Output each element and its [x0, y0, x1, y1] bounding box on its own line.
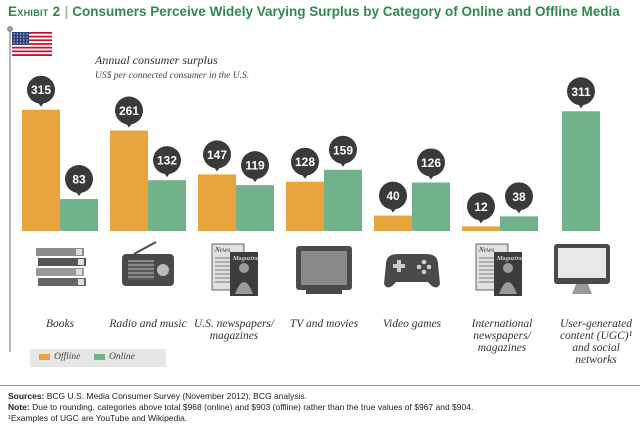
- bar-online-1: [60, 199, 98, 231]
- chart-title: Annual consumer surplus: [94, 53, 218, 67]
- books-icon-60: [36, 248, 86, 286]
- value-bubble: [379, 181, 407, 210]
- value-bubble: [27, 75, 55, 104]
- data-label-online-1: 83: [72, 173, 86, 187]
- category-label-6: International newspapers/ magazines: [471, 318, 533, 354]
- sources-line: Sources: BCG U.S. Media Consumer Survey …: [8, 391, 634, 402]
- chart-subtitle: US$ per connected consumer in the U.S.: [95, 70, 249, 81]
- category-label-3: U.S. newspapers/ magazines: [193, 318, 275, 342]
- bar-offline-1: [22, 109, 60, 231]
- footnote-line: ¹Examples of UGC are YouTube and Wikiped…: [8, 413, 188, 423]
- legend-label-online: Online: [109, 352, 135, 362]
- value-bubble: [203, 140, 231, 169]
- value-bubble: [467, 192, 495, 221]
- footnotes: Sources: BCG U.S. Media Consumer Survey …: [8, 391, 634, 424]
- bar-online-7: [562, 111, 600, 231]
- magazine-label: Magazine: [232, 255, 259, 262]
- note-line: Note: Due to rounding, categories above …: [8, 402, 634, 413]
- legend-item-offline: Offline: [39, 352, 80, 362]
- exhibit-heading: Consumers Perceive Widely Varying Surplu…: [72, 4, 620, 19]
- data-label-online-2: 132: [157, 154, 177, 168]
- bar-offline-4: [286, 181, 324, 231]
- bar-offline-3: [198, 174, 236, 231]
- exhibit-label: Exhibit 2: [8, 4, 61, 19]
- news-label: News: [478, 246, 494, 254]
- chart: Annual consumer surplus US$ per connecte…: [7, 26, 610, 352]
- value-bubble: [153, 146, 181, 175]
- bar-online-2: [148, 180, 186, 231]
- bar-online-3: [236, 185, 274, 231]
- value-bubble: [417, 148, 445, 177]
- value-bubble: [241, 151, 269, 180]
- gamepad-icon-412: [384, 254, 440, 288]
- bar-online-4: [324, 169, 362, 231]
- bar-offline-6: [462, 226, 500, 231]
- value-bubble: [567, 77, 595, 106]
- sources-text: BCG U.S. Media Consumer Survey (November…: [46, 391, 308, 401]
- category-label-4: TV and movies: [289, 318, 359, 330]
- value-bubble: [65, 165, 93, 194]
- note-text: Due to rounding, categories above total …: [32, 402, 474, 412]
- data-label-offline-6: 12: [474, 200, 488, 214]
- data-label-offline-4: 128: [295, 155, 315, 169]
- divider: [0, 385, 640, 386]
- data-label-online-3: 119: [245, 159, 265, 173]
- category-label-7: User-generated content (UGC)¹ and social…: [559, 318, 633, 366]
- magazine-label: Magazine: [496, 255, 523, 262]
- legend: Offline Online: [30, 349, 166, 367]
- radio-icon-148: [122, 241, 174, 286]
- data-label-offline-1: 315: [31, 83, 51, 97]
- computer-monitor-icon-582: [554, 244, 610, 294]
- data-label-online-6: 38: [512, 190, 526, 204]
- data-label-offline-3: 147: [207, 148, 227, 162]
- data-label-offline-5: 40: [386, 189, 400, 203]
- legend-swatch-offline: [39, 353, 50, 360]
- data-label-offline-2: 261: [119, 104, 139, 118]
- legend-swatch-online: [94, 353, 105, 360]
- tv-icon-324: [296, 246, 352, 294]
- category-label-1: Books: [45, 318, 75, 330]
- value-bubble: [329, 135, 357, 164]
- data-label-online-4: 159: [333, 143, 353, 157]
- us-flag-icon: [7, 26, 52, 352]
- legend-label-offline: Offline: [54, 352, 81, 362]
- bar-online-6: [500, 216, 538, 231]
- value-bubble: [291, 147, 319, 176]
- data-label-online-7: 311: [571, 85, 591, 99]
- data-label-online-5: 126: [421, 156, 441, 170]
- sources-label: Sources:: [8, 391, 45, 401]
- bar-online-5: [412, 182, 450, 231]
- legend-item-online: Online: [94, 352, 135, 362]
- bar-offline-2: [110, 130, 148, 231]
- bar-offline-5: [374, 215, 412, 231]
- value-bubble: [505, 182, 533, 211]
- category-label-5: Video games: [382, 318, 442, 330]
- category-label-2: Radio and music: [109, 318, 187, 330]
- note-label: Note:: [8, 402, 30, 412]
- exhibit-title: Exhibit 2 | Consumers Perceive Widely Vary…: [8, 4, 620, 19]
- value-bubble: [115, 96, 143, 125]
- news-label: News: [214, 246, 230, 254]
